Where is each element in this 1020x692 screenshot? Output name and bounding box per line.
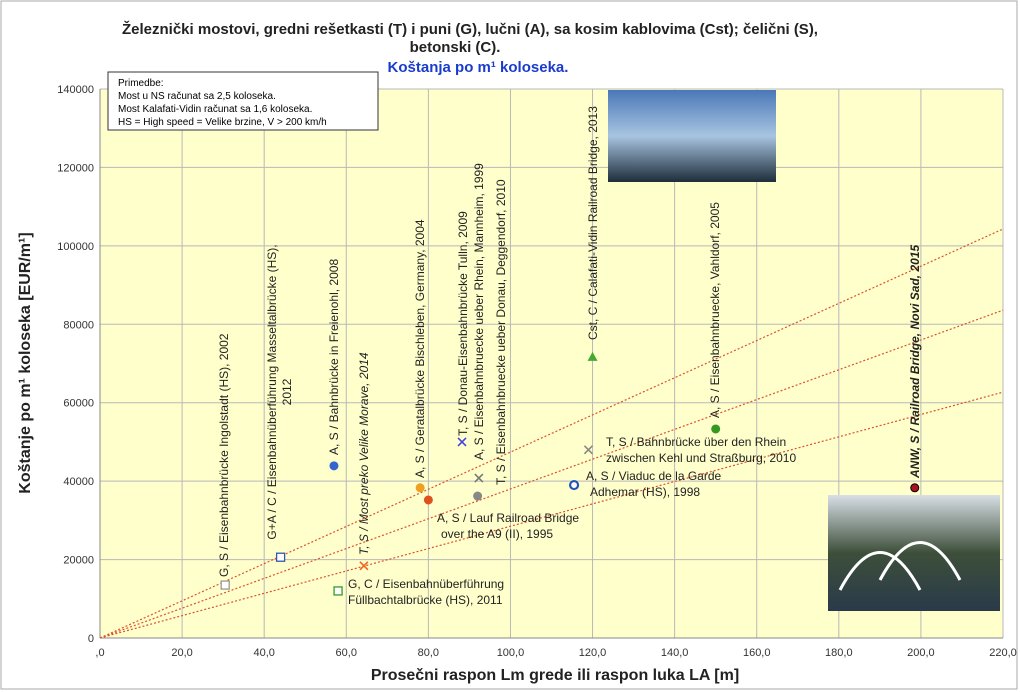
point-label: A, S / Lauf Railroad Bridge [437,511,579,525]
point-label: G, C / Eisenbahnüberführung [348,577,504,591]
y-tick-label: 40000 [63,476,94,488]
point-label: Cst, C / Calafati-Vidin Railroad Bridge,… [586,106,600,340]
point [570,481,578,489]
x-tick-label: 220,0 [989,647,1017,659]
page: {"chart_data": { "type": "scatter", "tit… [0,0,1020,692]
point [424,496,432,504]
x-tick-label: 40,0 [253,647,274,659]
y-axis-title: Koštanje po m¹ koloseka [EUR/m¹] [17,232,34,493]
y-tick-label: 100000 [57,241,94,253]
point-label: T, S / Donau-Eisenbahnbrücke Tulln, 2009 [456,211,470,436]
photo-novi-sad [828,495,1000,611]
point-label: T, S / Eisenbahnbruecke ueber Donau, Deg… [494,179,508,485]
x-tick-label: ,0 [95,647,104,659]
y-tick-label: 120000 [57,162,94,174]
point [334,587,342,595]
point [277,553,285,561]
chart-subtitle: Koštanja po m¹ koloseka. [388,59,569,76]
x-tick-label: 80,0 [418,647,439,659]
point-label: G+A / C / Eisenbahnüberführung Masseltal… [265,244,279,539]
point [474,492,482,500]
x-axis-title: Prosečni raspon Lm grede ili raspon luka… [371,667,739,684]
photo-calafati [608,90,776,182]
chart-title: betonski (C). [410,39,501,56]
point [416,484,424,492]
point-label: over the A9 (II), 1995 [441,527,553,541]
x-tick-label: 200,0 [907,647,935,659]
point-label: A, S / Geratalbrücke Bischleben, Germany… [413,219,427,478]
point-label: ANW, S / Railroad Bridge, Novi Sad, 2015 [908,245,922,479]
point-label: T, S / Bahnbrücke über den Rhein [606,435,786,449]
x-tick-label: 120,0 [579,647,607,659]
note: Most u NS računat sa 2,5 koloseka. [118,91,276,102]
note: Primedbe: [118,78,164,89]
point-label: A, S / Eisenbahnbruecke ueber Rhein, Man… [472,163,486,460]
point [221,581,229,589]
point-label: zwischen Kehl und Straßburg, 2010 [606,451,796,465]
x-tick-label: 160,0 [743,647,771,659]
point-label: A, S / Eisenbahnbruecke, Vahldorf, 2005 [708,202,722,418]
y-tick-label: 140000 [57,84,94,96]
point-label: Adhemar (HS), 1998 [590,485,700,499]
point [911,484,919,492]
note: HS = High speed = Velike brzine, V > 200… [118,117,327,128]
x-tick-label: 100,0 [497,647,525,659]
point [712,425,720,433]
y-tick-label: 60000 [63,398,94,410]
chart: Železnički mostovi, gredni rešetkasti (T… [0,0,1020,692]
point-label: A, S / Bahnbrücke in Freienohl, 2008 [327,259,341,455]
x-tick-label: 180,0 [825,647,853,659]
point-label: G, S / Eisenbahnbrücke Ingolstadt (HS), … [217,333,231,577]
chart-title: Železnički mostovi, gredni rešetkasti (T… [122,20,818,38]
note: Most Kalafati-Vidin računat sa 1,6 kolos… [118,104,312,115]
y-tick-label: 0 [88,633,94,645]
point-label: 2012 [280,378,294,405]
point [330,462,338,470]
y-tick-label: 20000 [63,555,94,567]
y-tick-label: 80000 [63,319,94,331]
point-label: Füllbachtalbrücke (HS), 2011 [348,593,503,607]
point-label: A, S / Viaduc de la Garde [586,469,722,483]
point-label: T, S / Most preko Velike Morave, 2014 [357,352,371,555]
x-tick-label: 140,0 [661,647,689,659]
x-tick-label: 20,0 [171,647,192,659]
x-tick-label: 60,0 [336,647,357,659]
